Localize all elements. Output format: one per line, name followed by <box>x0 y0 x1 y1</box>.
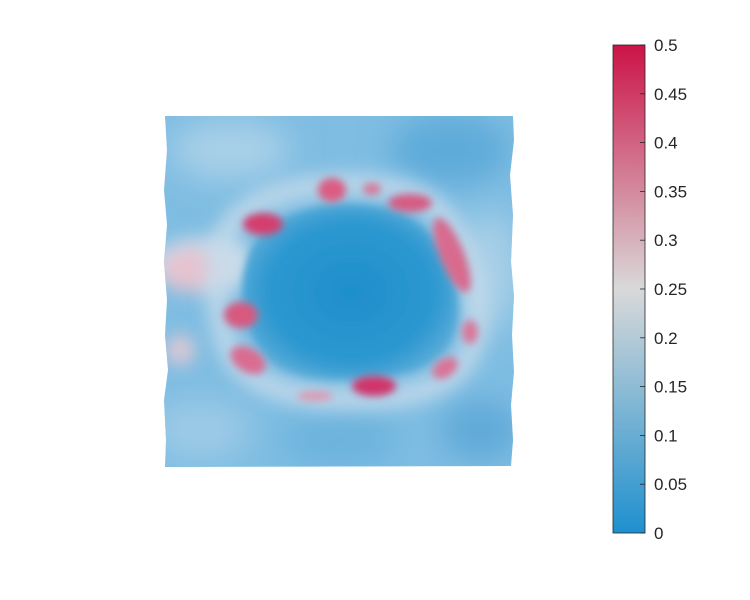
heatmap-region <box>170 120 290 180</box>
ring-patch <box>462 320 478 344</box>
colorbar-ticks <box>640 44 645 534</box>
colorbar-tick-label: 0.45 <box>654 85 687 104</box>
colorbar-tick-label: 0.15 <box>654 378 687 397</box>
heatmap-region <box>280 415 400 465</box>
colorbar-tick-label: 0.25 <box>654 280 687 299</box>
colorbar-tick-label: 0.35 <box>654 182 687 201</box>
colorbar-tick-label: 0.1 <box>654 426 678 445</box>
heatmap-region <box>164 400 250 460</box>
ring-patch <box>363 183 381 195</box>
colorbar-tick-label: 0 <box>654 524 663 543</box>
ring-patch <box>432 357 458 379</box>
colorbar-tick-label: 0.5 <box>654 36 678 55</box>
ring-patch <box>318 178 346 202</box>
colorbar-gradient <box>612 44 646 534</box>
colorbar: 0 0.05 0.1 0.15 0.2 0.25 0.3 0.35 0.4 0.45 0.5 <box>612 36 687 543</box>
colorbar-tick-label: 0.4 <box>654 134 678 153</box>
ring-patch <box>352 376 396 396</box>
ring-patch <box>388 194 432 212</box>
ring-patch <box>224 302 258 328</box>
heatmap-field <box>164 116 514 467</box>
colorbar-tick-label: 0.05 <box>654 475 687 494</box>
ring-patch <box>297 391 333 401</box>
heatmap-region <box>165 335 195 365</box>
ring-patch <box>433 217 471 293</box>
heatmap-region <box>164 248 220 292</box>
ring-patch <box>243 213 283 235</box>
heatmap-region <box>440 400 514 460</box>
colorbar-tick-label: 0.2 <box>654 329 678 348</box>
heatmap-center-low <box>241 202 460 383</box>
heatmap-region <box>390 116 510 185</box>
colorbar-tick-label: 0.3 <box>654 231 678 250</box>
ring-patch <box>230 345 266 375</box>
colorbar-tick-labels: 0 0.05 0.1 0.15 0.2 0.25 0.3 0.35 0.4 0.45 0.5 <box>654 36 687 543</box>
